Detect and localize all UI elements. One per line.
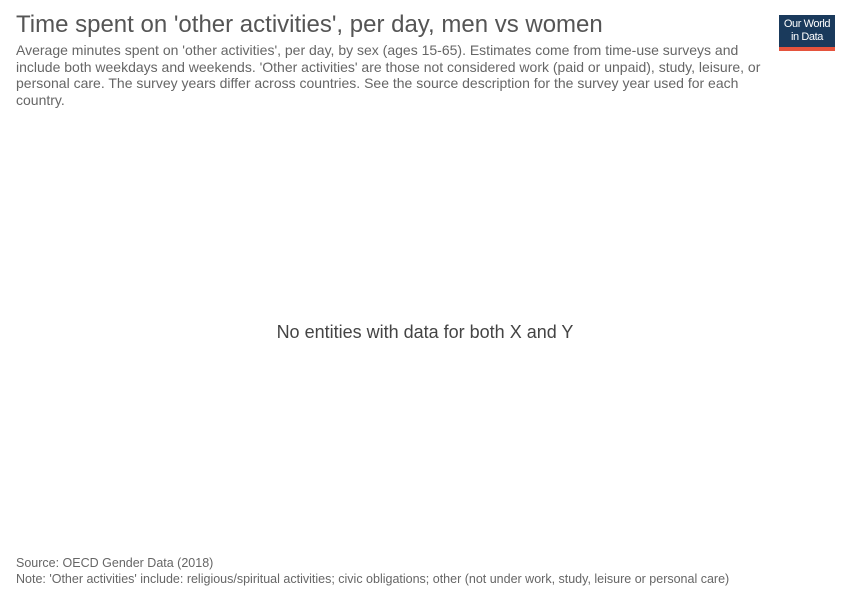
source-text[interactable]: Source: OECD Gender Data (2018) — [16, 556, 214, 570]
chart-header: Time spent on 'other activities', per da… — [16, 10, 766, 108]
logo-text-line1: Our World — [783, 18, 831, 30]
chart-footer: Source: OECD Gender Data (2018) Note: 'O… — [16, 556, 816, 587]
logo-text-line2: in Data — [790, 31, 824, 43]
chart-subtitle: Average minutes spent on 'other activiti… — [16, 42, 761, 108]
logo-accent-bar — [779, 47, 835, 51]
our-world-in-data-logo[interactable]: Our World in Data — [779, 15, 835, 51]
chart-title: Time spent on 'other activities', per da… — [16, 11, 603, 38]
no-data-message: No entities with data for both X and Y — [276, 322, 574, 342]
note-text: Note: 'Other activities' include: religi… — [16, 571, 730, 586]
